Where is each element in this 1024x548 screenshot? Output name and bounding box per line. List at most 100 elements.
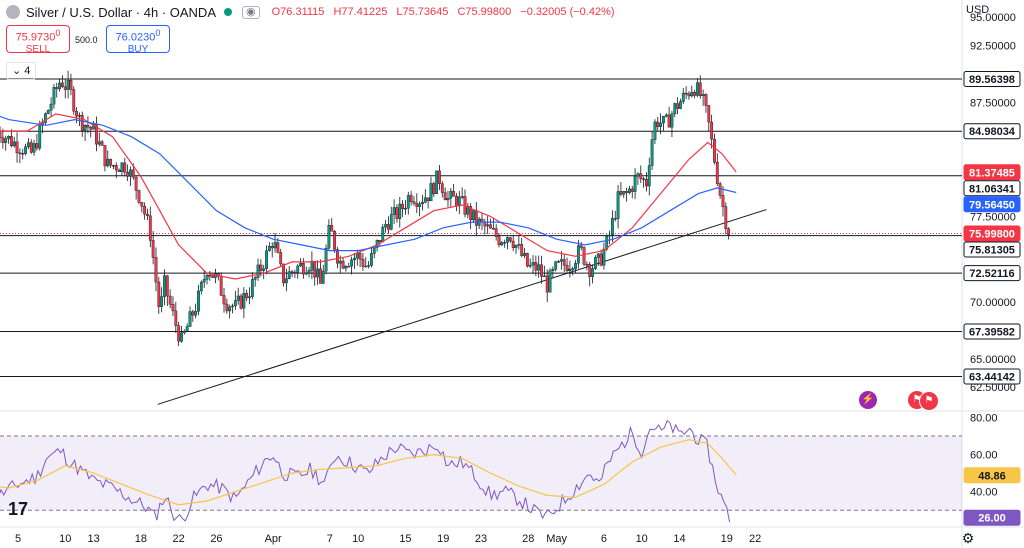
- candle-body: [267, 246, 271, 251]
- eye-icon[interactable]: ◉: [242, 5, 260, 19]
- candle-body: [296, 265, 300, 273]
- candle-body: [630, 188, 634, 192]
- rsi-axis-tick-label: 40.00: [970, 487, 998, 499]
- price-label-level: 63.44142: [969, 372, 1015, 384]
- market-status-dot: [224, 8, 232, 16]
- candle-body: [83, 125, 87, 132]
- price-label-level: 81.06341: [969, 183, 1015, 195]
- event-us-flag-icon-2[interactable]: ⚑: [919, 391, 939, 411]
- candle-body: [239, 295, 243, 309]
- candle-body: [307, 270, 311, 274]
- time-axis-tick-label: 7: [327, 533, 333, 545]
- change-value: −0.32005 (−0.42%): [520, 6, 615, 18]
- sell-button[interactable]: 75.97300 SELL: [6, 25, 70, 55]
- candle-body: [129, 169, 132, 177]
- candle-body: [452, 190, 456, 197]
- candle-body: [338, 260, 342, 264]
- rsi-axis-tick-label: 80.00: [970, 412, 998, 424]
- time-axis-tick-label: 6: [601, 533, 607, 545]
- time-axis-tick-label: 22: [173, 533, 185, 545]
- close-value: C75.99800: [457, 6, 512, 18]
- candle-body: [613, 218, 617, 220]
- price-label-ma_slow: 79.56450: [969, 199, 1015, 211]
- candle-body: [180, 332, 183, 342]
- candle-body: [537, 264, 541, 271]
- candle-body: [372, 247, 376, 254]
- currency-selector[interactable]: USD: [966, 4, 990, 16]
- candle-body: [89, 127, 93, 130]
- candle-body: [219, 276, 223, 296]
- candle-body: [197, 290, 200, 312]
- candle-body: [684, 92, 688, 95]
- candle-body: [265, 250, 268, 269]
- candle-body: [625, 191, 628, 193]
- candle-body: [137, 190, 141, 203]
- candle-body: [32, 143, 36, 153]
- candle-body: [259, 264, 263, 271]
- candle-body: [78, 115, 81, 117]
- price-label-level-box: [963, 123, 1021, 140]
- candle-body: [506, 237, 509, 243]
- candle-body: [86, 125, 90, 128]
- candle-body: [673, 103, 677, 115]
- candle-body: [9, 135, 13, 147]
- candle-body: [319, 268, 322, 284]
- candle-body: [639, 173, 643, 179]
- candle-body: [611, 218, 614, 236]
- candle-body: [185, 326, 189, 332]
- candle-body: [321, 270, 325, 284]
- candle-body: [670, 113, 674, 128]
- rsi-ma-value-label: 48.86: [978, 470, 1006, 482]
- candle-body: [426, 197, 430, 202]
- candle-body: [440, 183, 444, 193]
- time-axis-tick-label: 15: [399, 533, 411, 545]
- candle-body: [602, 248, 606, 266]
- candle-body: [299, 262, 302, 267]
- candle-body: [194, 311, 198, 316]
- candle-body: [486, 224, 490, 227]
- event-lightning-icon[interactable]: ⚡: [859, 391, 877, 409]
- candle-body: [727, 228, 731, 235]
- sell-price: 75.9730: [15, 31, 56, 44]
- time-axis-tick-label: 18: [135, 533, 147, 545]
- symbol-title[interactable]: Silver / U.S. Dollar · 4h · OANDA: [26, 4, 216, 20]
- candle-body: [290, 271, 294, 273]
- candle-body: [80, 115, 84, 132]
- price-label-level: 67.39582: [969, 326, 1015, 338]
- candle-body: [72, 89, 76, 112]
- candle-body: [423, 197, 427, 203]
- indicators-toggle[interactable]: ⌄ 4: [6, 62, 37, 80]
- candle-body: [628, 188, 631, 193]
- candle-body: [7, 135, 10, 139]
- candle-body: [710, 121, 714, 140]
- candle-body: [171, 304, 175, 312]
- candle-body: [676, 103, 680, 109]
- price-label-current: 75.99800: [969, 228, 1015, 240]
- buy-button[interactable]: 76.02300 BUY: [106, 25, 170, 55]
- candle-body: [588, 264, 592, 277]
- candle-body: [608, 234, 611, 237]
- order-quantity[interactable]: 500.0: [75, 35, 98, 45]
- candle-body: [662, 116, 665, 124]
- candle-body: [191, 311, 195, 316]
- candle-body: [508, 237, 512, 242]
- gear-icon[interactable]: ⚙: [961, 530, 975, 546]
- candle-body: [679, 101, 682, 109]
- candle-body: [233, 300, 237, 307]
- candle-body: [398, 203, 402, 219]
- candle-body: [718, 183, 722, 196]
- candle-body: [438, 170, 441, 184]
- candle-body: [449, 190, 453, 199]
- time-axis-tick-label: 14: [673, 533, 685, 545]
- candle-body: [97, 141, 101, 145]
- price-label-level-box: [963, 323, 1021, 340]
- candle-body: [344, 266, 348, 269]
- candle-body: [514, 245, 518, 248]
- candle-body: [29, 142, 33, 153]
- candle-body: [106, 158, 110, 167]
- candle-body: [109, 158, 113, 166]
- candle-body: [480, 218, 484, 222]
- rsi-moving-average-line: [0, 439, 737, 506]
- candle-body: [381, 226, 385, 243]
